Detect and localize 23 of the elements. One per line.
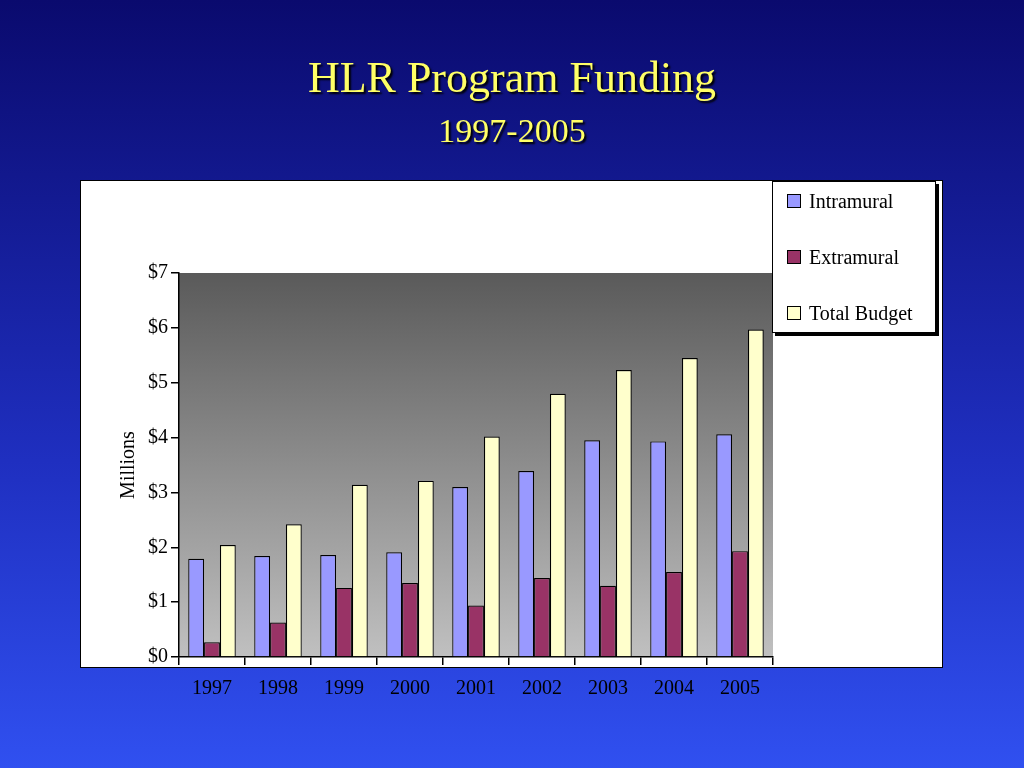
y-axis-title: Millions	[116, 430, 139, 499]
chart-title: HLR Program Funding	[306, 52, 718, 103]
x-tick-label: 2000	[390, 676, 430, 699]
legend-label: Intramural	[809, 189, 894, 214]
y-tick-label: $5	[148, 369, 168, 392]
x-tick-label: 1998	[258, 676, 298, 699]
y-tick-label: $7	[148, 260, 168, 283]
x-tick-label: 2003	[588, 676, 628, 699]
x-tick-label: 2005	[720, 676, 760, 699]
y-tick-label: $2	[148, 534, 168, 557]
y-tick-label: $6	[148, 315, 168, 338]
chart-subtitle: 1997-2005	[437, 112, 587, 150]
x-tick-label: 2002	[522, 676, 562, 699]
x-tick-label: 2004	[654, 676, 694, 699]
y-tick-label: $1	[148, 589, 168, 612]
x-tick-label: 1999	[324, 676, 364, 699]
text: Total Budget	[809, 301, 913, 326]
x-tick-label: 2001	[456, 676, 496, 699]
x-tick-label: 1997	[192, 676, 232, 699]
legend-label: Extramural	[809, 245, 899, 270]
y-tick-label: $3	[148, 479, 168, 502]
y-tick-label: $0	[148, 644, 168, 667]
y-tick-label: $4	[148, 424, 168, 447]
